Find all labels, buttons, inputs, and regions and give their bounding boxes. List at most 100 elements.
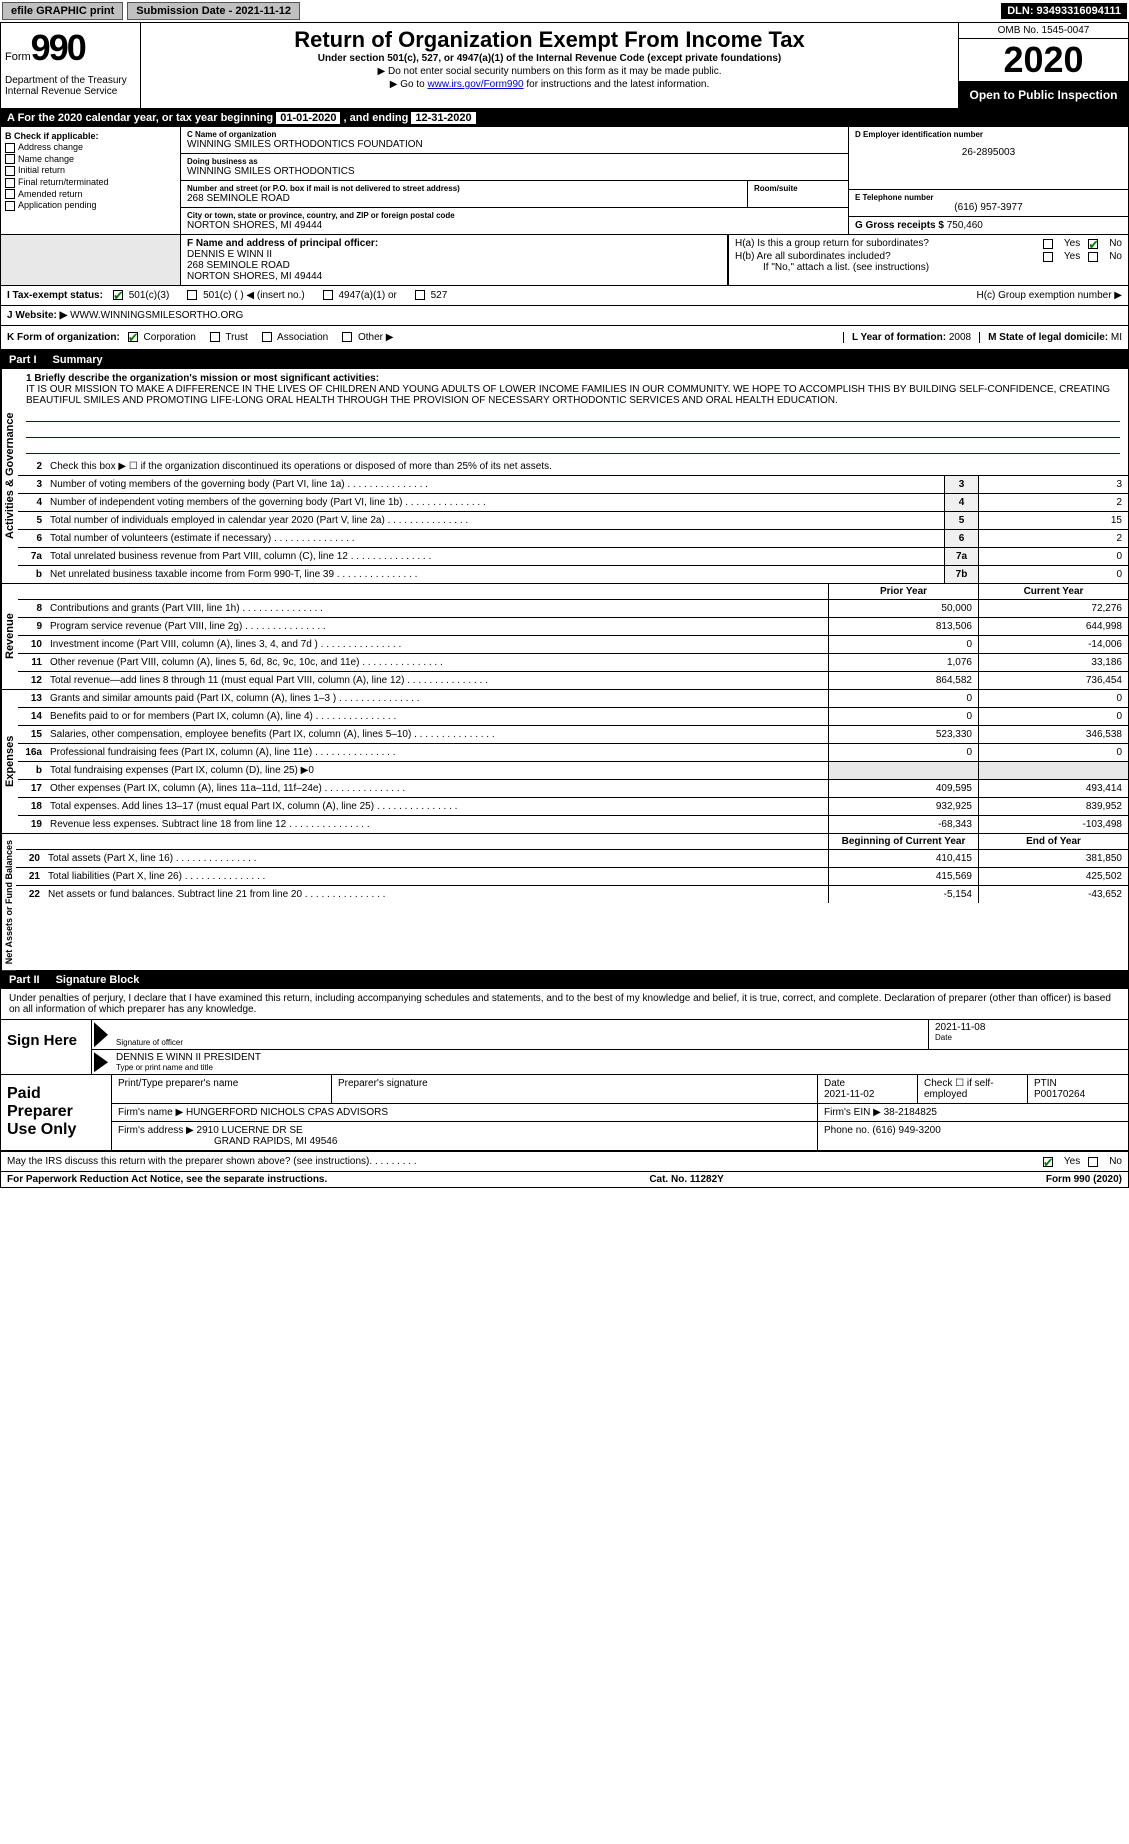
officer-name: DENNIS E WINN II — [187, 249, 721, 260]
omb-number: OMB No. 1545-0047 — [959, 23, 1128, 39]
form-header: Form990 Department of the Treasury Inter… — [1, 23, 1128, 110]
b-label: B Check if applicable: — [5, 131, 176, 141]
form-note1: ▶ Do not enter social security numbers o… — [149, 66, 950, 77]
note2-post: for instructions and the latest informat… — [524, 79, 710, 90]
gov-line: 6Total number of volunteers (estimate if… — [18, 530, 1128, 548]
top-toolbar: efile GRAPHIC print Submission Date - 20… — [0, 0, 1129, 22]
ha-yes-checkbox[interactable] — [1043, 239, 1053, 249]
gov-line: 4Number of independent voting members of… — [18, 494, 1128, 512]
firm-ein-label: Firm's EIN ▶ — [824, 1107, 881, 1118]
prep-date-value: 2021-11-02 — [824, 1089, 874, 1100]
row-j: J Website: ▶ WWW.WINNINGSMILESORTHO.ORG — [1, 306, 1128, 326]
m-value: MI — [1111, 332, 1122, 343]
hb-note: If "No," attach a list. (see instruction… — [763, 262, 1122, 273]
mission-line3 — [26, 440, 1120, 454]
officer-addr1: 268 SEMINOLE ROAD — [187, 260, 721, 271]
k-option[interactable]: Association — [262, 332, 328, 343]
preparer-label: Paid Preparer Use Only — [1, 1075, 111, 1150]
form-subtitle: Under section 501(c), 527, or 4947(a)(1)… — [149, 53, 950, 64]
i-option[interactable]: 501(c) ( ) ◀ (insert no.) — [187, 290, 304, 301]
addr-label: Number and street (or P.O. box if mail i… — [187, 184, 741, 193]
k-option[interactable]: Other ▶ — [342, 332, 393, 343]
form-note2: ▶ Go to www.irs.gov/Form990 for instruct… — [149, 79, 950, 90]
b-check-item[interactable]: Name change — [5, 154, 176, 165]
col-b: B Check if applicable: Address changeNam… — [1, 127, 181, 234]
room-label: Room/suite — [754, 184, 842, 193]
irs-link[interactable]: www.irs.gov/Form990 — [427, 79, 523, 90]
data-line: 16aProfessional fundraising fees (Part I… — [18, 744, 1128, 762]
sig-name-label: Type or print name and title — [116, 1063, 1122, 1072]
data-line: 20Total assets (Part X, line 16)410,4153… — [16, 850, 1128, 868]
data-line: 8Contributions and grants (Part VIII, li… — [18, 600, 1128, 618]
row-i: I Tax-exempt status: 501(c)(3) 501(c) ( … — [1, 286, 1128, 306]
tab-netassets: Net Assets or Fund Balances — [1, 834, 16, 970]
k-option[interactable]: Corporation — [128, 332, 196, 343]
data-line: 13Grants and similar amounts paid (Part … — [18, 690, 1128, 708]
data-line: 19Revenue less expenses. Subtract line 1… — [18, 816, 1128, 833]
data-line: bTotal fundraising expenses (Part IX, co… — [18, 762, 1128, 780]
b-check-item[interactable]: Amended return — [5, 189, 176, 200]
gov-line: 5Total number of individuals employed in… — [18, 512, 1128, 530]
col-c: C Name of organization WINNING SMILES OR… — [181, 127, 848, 234]
k-option[interactable]: Trust — [210, 332, 248, 343]
mission-block: 1 Briefly describe the organization's mi… — [18, 369, 1128, 458]
line2-desc: Check this box ▶ ☐ if the organization d… — [46, 458, 1128, 475]
department-label: Department of the Treasury Internal Reve… — [5, 75, 136, 97]
data-line: 10Investment income (Part VIII, column (… — [18, 636, 1128, 654]
gross-receipts: 750,460 — [947, 220, 983, 231]
sig-officer-label: Signature of officer — [116, 1038, 922, 1047]
note2-pre: ▶ Go to — [390, 79, 428, 90]
tax-year: 2020 — [959, 39, 1128, 82]
discuss-row: May the IRS discuss this return with the… — [1, 1152, 1128, 1171]
i-option[interactable]: 4947(a)(1) or — [323, 290, 397, 301]
discuss-no-checkbox[interactable] — [1088, 1157, 1098, 1167]
i-option[interactable]: 527 — [415, 290, 447, 301]
dba-label: Doing business as — [187, 157, 842, 166]
form-title: Return of Organization Exempt From Incom… — [149, 27, 950, 53]
footer-cat: Cat. No. 11282Y — [649, 1174, 723, 1185]
header-right: OMB No. 1545-0047 2020 Open to Public In… — [958, 23, 1128, 108]
footer-left: For Paperwork Reduction Act Notice, see … — [7, 1174, 327, 1185]
firm-addr-label: Firm's address ▶ — [118, 1125, 194, 1136]
b-check-item[interactable]: Address change — [5, 142, 176, 153]
efile-button[interactable]: efile GRAPHIC print — [2, 2, 123, 20]
k-label: K Form of organization: — [7, 332, 120, 343]
b-check-item[interactable]: Application pending — [5, 200, 176, 211]
firm-name-label: Firm's name ▶ — [118, 1107, 183, 1118]
mission-line1 — [26, 408, 1120, 422]
city-state-zip: NORTON SHORES, MI 49444 — [187, 220, 842, 231]
hb-no-checkbox[interactable] — [1088, 252, 1098, 262]
firm-addr-value: 2910 LUCERNE DR SE — [197, 1125, 303, 1136]
b-check-item[interactable]: Final return/terminated — [5, 177, 176, 188]
f-label: F Name and address of principal officer: — [187, 238, 721, 249]
form-container: Form990 Department of the Treasury Inter… — [0, 22, 1129, 1188]
hdr-endyear: End of Year — [978, 834, 1128, 849]
header-middle: Return of Organization Exempt From Incom… — [141, 23, 958, 108]
discuss-yes-checkbox[interactable] — [1043, 1157, 1053, 1167]
firm-ein-value: 38-2184825 — [884, 1107, 937, 1118]
ha-no-checkbox[interactable] — [1088, 239, 1098, 249]
period-row: A For the 2020 calendar year, or tax yea… — [1, 110, 1128, 127]
hb-yes-checkbox[interactable] — [1043, 252, 1053, 262]
b-check-item[interactable]: Initial return — [5, 165, 176, 176]
ptin-label: PTIN — [1034, 1078, 1057, 1089]
sig-date: 2021-11-08 — [935, 1022, 1122, 1033]
e-label: E Telephone number — [855, 193, 1122, 202]
sig-date-label: Date — [935, 1033, 1122, 1042]
prep-name-label: Print/Type preparer's name — [112, 1075, 332, 1103]
i-label: I Tax-exempt status: — [7, 290, 103, 301]
section-governance: Activities & Governance 1 Briefly descri… — [1, 369, 1128, 584]
mission-line2 — [26, 424, 1120, 438]
i-option[interactable]: 501(c)(3) — [113, 290, 169, 301]
ha-yesno: Yes No — [1043, 238, 1122, 249]
sign-here-row: Sign Here Signature of officer 2021-11-0… — [1, 1020, 1128, 1075]
hdr-prior: Prior Year — [828, 584, 978, 599]
prep-selfemployed: Check ☐ if self-employed — [918, 1075, 1028, 1103]
ptin-value: P00170264 — [1034, 1089, 1085, 1100]
mission-text: IT IS OUR MISSION TO MAKE A DIFFERENCE I… — [26, 384, 1120, 406]
tab-expenses: Expenses — [1, 690, 18, 833]
tab-revenue: Revenue — [1, 584, 18, 689]
submission-date-button[interactable]: Submission Date - 2021-11-12 — [127, 2, 300, 20]
phone-value: (616) 957-3977 — [855, 202, 1122, 213]
part-ii-header: Part II Signature Block — [1, 971, 1128, 989]
